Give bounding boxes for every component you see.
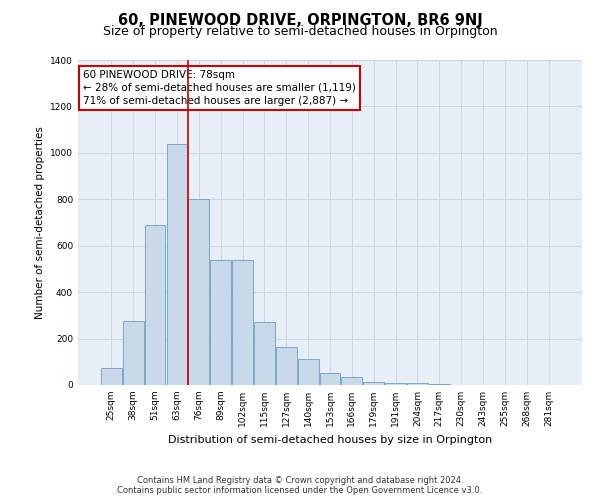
Bar — [101, 368, 122, 385]
Bar — [429, 384, 450, 385]
Bar — [364, 382, 384, 385]
Bar — [298, 360, 319, 385]
Y-axis label: Number of semi-detached properties: Number of semi-detached properties — [35, 126, 44, 319]
Bar — [407, 383, 428, 385]
Text: 60, PINEWOOD DRIVE, ORPINGTON, BR6 9NJ: 60, PINEWOOD DRIVE, ORPINGTON, BR6 9NJ — [118, 12, 482, 28]
Bar — [210, 260, 231, 385]
X-axis label: Distribution of semi-detached houses by size in Orpington: Distribution of semi-detached houses by … — [168, 434, 492, 444]
Text: 60 PINEWOOD DRIVE: 78sqm
← 28% of semi-detached houses are smaller (1,119)
71% o: 60 PINEWOOD DRIVE: 78sqm ← 28% of semi-d… — [83, 70, 356, 106]
Bar — [276, 346, 296, 385]
Bar — [232, 260, 253, 385]
Bar — [188, 200, 209, 385]
Bar — [167, 144, 187, 385]
Bar — [341, 377, 362, 385]
Bar — [385, 382, 406, 385]
Bar — [123, 321, 143, 385]
Text: Size of property relative to semi-detached houses in Orpington: Size of property relative to semi-detach… — [103, 25, 497, 38]
Text: Contains HM Land Registry data © Crown copyright and database right 2024.
Contai: Contains HM Land Registry data © Crown c… — [118, 476, 482, 495]
Bar — [254, 322, 275, 385]
Bar — [145, 225, 166, 385]
Bar — [320, 374, 340, 385]
